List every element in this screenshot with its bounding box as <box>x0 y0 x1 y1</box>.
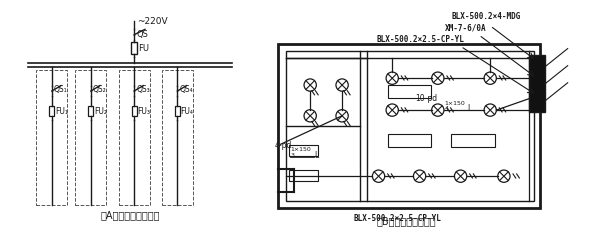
Text: L: L <box>314 151 319 160</box>
Text: FU₄: FU₄ <box>181 107 194 116</box>
Text: 3: 3 <box>291 153 295 158</box>
Text: FU₁: FU₁ <box>55 107 68 116</box>
Text: QS₄: QS₄ <box>179 85 193 94</box>
Bar <box>131 42 137 54</box>
Text: ~220V: ~220V <box>137 17 168 26</box>
Bar <box>88 106 93 116</box>
Text: 1×150: 1×150 <box>291 148 312 153</box>
Text: FU₃: FU₃ <box>137 107 150 116</box>
Text: QS: QS <box>137 30 149 39</box>
Text: QS₃: QS₃ <box>136 85 150 94</box>
Bar <box>286 51 533 201</box>
Text: 10-pd: 10-pd <box>415 94 437 103</box>
Text: FU: FU <box>138 44 149 53</box>
Bar <box>278 44 540 208</box>
Bar <box>175 106 180 116</box>
Text: 4: 4 <box>445 107 448 111</box>
Bar <box>451 134 495 147</box>
Text: QS₂: QS₂ <box>93 85 107 94</box>
Bar <box>529 55 545 112</box>
Text: （B）照明配线平面图: （B）照明配线平面图 <box>376 216 435 226</box>
Bar <box>289 145 318 156</box>
Text: （A）照明电气系统图: （A）照明电气系统图 <box>100 210 159 220</box>
Bar <box>388 134 431 147</box>
Bar <box>50 106 54 116</box>
Text: BLX-500.2×2.5-CP-YL: BLX-500.2×2.5-CP-YL <box>376 35 464 44</box>
Text: L: L <box>467 105 471 113</box>
Bar <box>388 85 431 98</box>
Text: FU₂: FU₂ <box>94 107 107 116</box>
Text: 1×150: 1×150 <box>445 101 466 106</box>
Bar <box>289 170 318 181</box>
Text: QS₁: QS₁ <box>54 85 68 94</box>
Text: 4-pd: 4-pd <box>275 141 292 150</box>
Text: BLX-500.2×2.5-CP-YL: BLX-500.2×2.5-CP-YL <box>353 214 441 223</box>
Bar <box>132 106 137 116</box>
Text: BLX-500.2×4-MDG: BLX-500.2×4-MDG <box>451 12 521 21</box>
Text: XM-7-6/0A: XM-7-6/0A <box>445 24 486 32</box>
